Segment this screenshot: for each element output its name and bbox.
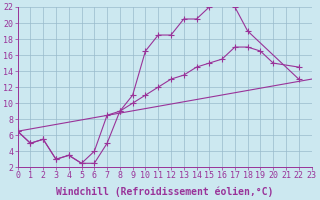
X-axis label: Windchill (Refroidissement éolien,°C): Windchill (Refroidissement éolien,°C) bbox=[56, 186, 273, 197]
